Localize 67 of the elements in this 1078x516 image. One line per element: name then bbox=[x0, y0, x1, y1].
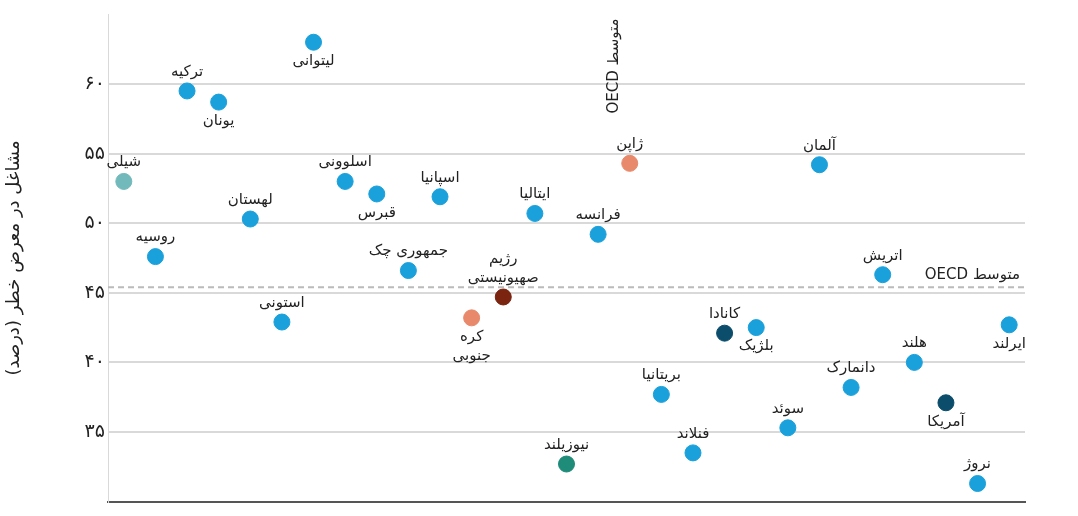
point bbox=[336, 172, 354, 190]
point bbox=[178, 82, 196, 100]
point bbox=[115, 172, 133, 190]
y-tick-label: ۵۰ bbox=[84, 210, 105, 233]
point bbox=[431, 188, 449, 206]
point bbox=[747, 319, 765, 337]
annotation: فرانسه bbox=[575, 205, 621, 224]
point bbox=[526, 204, 544, 222]
y-tick-label: ۶۰ bbox=[84, 70, 105, 93]
y-tick-label: ۴۰ bbox=[84, 349, 105, 372]
point bbox=[494, 288, 512, 306]
annotation: ترکیه bbox=[170, 61, 204, 80]
point bbox=[241, 210, 259, 228]
annotation: لیتوانی bbox=[292, 51, 335, 70]
y-axis-title: مشاغل در معرض خطر (درصد) bbox=[2, 140, 25, 376]
annotation: شیلی bbox=[106, 152, 142, 171]
annotation: سوئد bbox=[771, 398, 805, 417]
annotation: متوسط OECD bbox=[603, 18, 622, 114]
annotation: اسپانیا bbox=[420, 167, 460, 187]
point bbox=[589, 225, 607, 243]
y-tick-label: ۳۵ bbox=[84, 418, 105, 441]
annotation: ایرلند bbox=[992, 333, 1026, 352]
point bbox=[652, 385, 670, 403]
point bbox=[621, 154, 639, 172]
point bbox=[399, 262, 417, 280]
point bbox=[874, 266, 892, 284]
annotation: آمریکا bbox=[927, 411, 966, 430]
annotation: آلمان bbox=[802, 135, 837, 154]
point bbox=[146, 248, 164, 266]
annotation: کره جنوبی bbox=[452, 326, 491, 364]
annotation: هلند bbox=[901, 333, 928, 352]
point bbox=[305, 33, 323, 51]
point bbox=[937, 394, 955, 412]
annotation: بریتانیا bbox=[641, 365, 681, 384]
point bbox=[558, 455, 575, 473]
annotation: اسلوونی bbox=[318, 152, 372, 171]
annotation: ژاپن bbox=[616, 134, 644, 154]
point bbox=[842, 378, 860, 396]
annotation: کانادا bbox=[708, 304, 742, 323]
point bbox=[1000, 316, 1018, 334]
point bbox=[716, 324, 734, 342]
point bbox=[779, 419, 797, 437]
annotation: یونان bbox=[202, 110, 235, 129]
point bbox=[905, 353, 923, 371]
point bbox=[684, 444, 702, 462]
y-tick-label: ۴۵ bbox=[84, 279, 105, 302]
annotation: رژیم صهیونیستی bbox=[467, 248, 539, 286]
annotation: فنلاند bbox=[676, 423, 710, 442]
annotation: اتریش bbox=[862, 245, 903, 264]
ref-line-label: متوسط OECD bbox=[924, 264, 1020, 283]
point bbox=[273, 313, 291, 331]
annotation: قبرس bbox=[357, 202, 396, 221]
annotation: ایتالیا bbox=[519, 184, 551, 203]
annotation: روسیه bbox=[135, 227, 176, 246]
point bbox=[210, 93, 228, 111]
annotation: استونی bbox=[259, 292, 305, 311]
annotation: نروژ bbox=[963, 454, 992, 473]
point bbox=[969, 475, 987, 492]
point bbox=[810, 156, 828, 174]
annotation: نیوزیلند bbox=[543, 434, 590, 453]
annotation: بلژیک bbox=[738, 336, 774, 355]
point bbox=[368, 185, 386, 203]
point bbox=[463, 309, 481, 327]
annotation: جمهوری چک bbox=[368, 241, 448, 260]
annotation: لهستان bbox=[227, 189, 273, 208]
y-tick-label: ۵۵ bbox=[84, 140, 105, 163]
annotation: دانمارک bbox=[826, 358, 876, 377]
